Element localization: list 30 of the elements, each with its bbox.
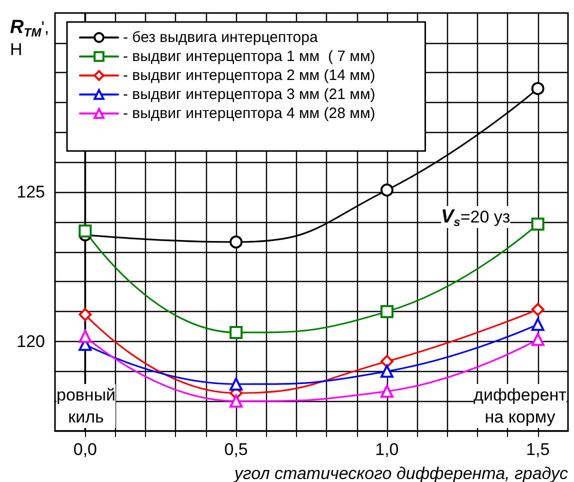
point — [531, 302, 544, 316]
annotation: ровный киль — [56, 386, 116, 426]
point — [78, 330, 92, 343]
legend-label: - выдвиг интерцептора 3 мм (21 мм) — [123, 86, 376, 103]
legend-label: - выдвиг интерцептора 4 мм (28 мм) — [123, 105, 376, 122]
y-tick-label: 125 — [16, 182, 45, 202]
point — [531, 218, 544, 231]
x-tick-label: 0,0 — [73, 440, 97, 459]
point — [531, 332, 544, 346]
point — [78, 224, 92, 238]
legend-label: - выдвиг интерцептора 1 мм ( 7 мм) — [123, 48, 376, 65]
point — [531, 82, 544, 96]
point — [531, 318, 544, 331]
y-tick-label: 120 — [16, 332, 45, 351]
x-tick-label: 1,0 — [375, 440, 399, 459]
point — [230, 394, 243, 408]
x-tick-label: 1,5 — [526, 440, 550, 459]
annotation: дифферент на корму — [474, 386, 567, 426]
point — [230, 326, 243, 339]
x-tick-label: 0,5 — [224, 440, 248, 459]
point — [230, 378, 243, 391]
point — [380, 305, 394, 318]
point — [230, 236, 243, 248]
point — [380, 384, 394, 398]
point — [380, 184, 394, 197]
legend-label: - без выдвига интерцептора — [123, 29, 318, 46]
legend-label: - выдвиг интерцептора 2 мм (14 мм) — [123, 67, 376, 84]
point — [78, 308, 92, 322]
point — [380, 364, 394, 378]
point — [380, 354, 394, 368]
